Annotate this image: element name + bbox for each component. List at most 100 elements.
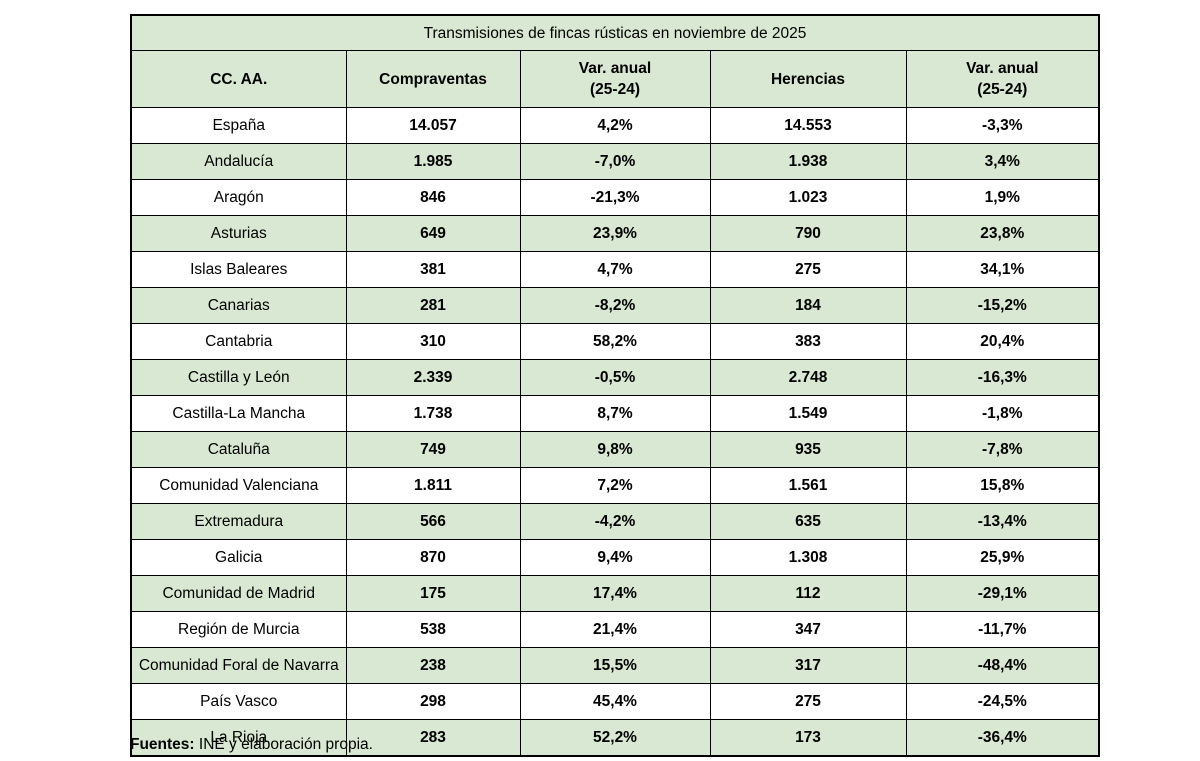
cell-var1: 45,4% [519, 683, 711, 720]
cell-var2: -15,2% [905, 287, 1100, 324]
cell-compraventas: 749 [345, 431, 521, 468]
cell-var1: 17,4% [519, 575, 711, 612]
cell-herencias: 275 [709, 251, 907, 288]
cell-compraventas: 566 [345, 503, 521, 540]
cell-region: Andalucía [130, 143, 347, 180]
cell-var1: 58,2% [519, 323, 711, 360]
cell-herencias: 1.938 [709, 143, 907, 180]
cell-var1: 9,4% [519, 539, 711, 576]
cell-var2: -16,3% [905, 359, 1100, 396]
cell-compraventas: 538 [345, 611, 521, 648]
table-row: País Vasco 298 45,4% 275 -24,5% [130, 683, 1100, 720]
cell-herencias: 112 [709, 575, 907, 612]
cell-var1: 4,2% [519, 107, 711, 144]
table-row: Asturias 649 23,9% 790 23,8% [130, 215, 1100, 252]
cell-var1: 4,7% [519, 251, 711, 288]
cell-var1: -21,3% [519, 179, 711, 216]
table-row: Cataluña 749 9,8% 935 -7,8% [130, 431, 1100, 468]
cell-region: España [130, 107, 347, 144]
table-row: Islas Baleares 381 4,7% 275 34,1% [130, 251, 1100, 288]
column-header-var-anual-2: Var. anual (25-24) [905, 50, 1100, 108]
cell-herencias: 1.308 [709, 539, 907, 576]
table-row: Comunidad de Madrid 175 17,4% 112 -29,1% [130, 575, 1100, 612]
cell-var2: -48,4% [905, 647, 1100, 684]
cell-var2: 34,1% [905, 251, 1100, 288]
cell-region: Cataluña [130, 431, 347, 468]
cell-herencias: 935 [709, 431, 907, 468]
cell-var1: 9,8% [519, 431, 711, 468]
cell-var1: 52,2% [519, 719, 711, 757]
cell-region: La Rioja [130, 719, 347, 757]
cell-herencias: 790 [709, 215, 907, 252]
cell-compraventas: 1.811 [345, 467, 521, 504]
cell-var1: -8,2% [519, 287, 711, 324]
cell-var1: 7,2% [519, 467, 711, 504]
column-header-compraventas: Compraventas [345, 50, 521, 108]
cell-var1: 21,4% [519, 611, 711, 648]
source-note: Fuentes: INE y elaboración propia. [130, 736, 373, 754]
cell-region: Castilla y León [130, 359, 347, 396]
cell-herencias: 173 [709, 719, 907, 757]
table-row: Aragón 846 -21,3% 1.023 1,9% [130, 179, 1100, 216]
cell-var2: -24,5% [905, 683, 1100, 720]
cell-herencias: 1.023 [709, 179, 907, 216]
cell-var2: -36,4% [905, 719, 1100, 757]
cell-region: Islas Baleares [130, 251, 347, 288]
cell-var2: -29,1% [905, 575, 1100, 612]
cell-var2: -3,3% [905, 107, 1100, 144]
cell-herencias: 635 [709, 503, 907, 540]
cell-herencias: 1.549 [709, 395, 907, 432]
table-row: Cantabria 310 58,2% 383 20,4% [130, 323, 1100, 360]
cell-compraventas: 381 [345, 251, 521, 288]
table-title-row: Transmisiones de fincas rústicas en novi… [130, 14, 1100, 51]
cell-var2: -13,4% [905, 503, 1100, 540]
cell-var2: -11,7% [905, 611, 1100, 648]
cell-herencias: 383 [709, 323, 907, 360]
cell-region: Aragón [130, 179, 347, 216]
table-row: Galicia 870 9,4% 1.308 25,9% [130, 539, 1100, 576]
rustic-transactions-table: Transmisiones de fincas rústicas en novi… [130, 14, 1101, 757]
cell-herencias: 275 [709, 683, 907, 720]
cell-var2: 23,8% [905, 215, 1100, 252]
cell-herencias: 14.553 [709, 107, 907, 144]
cell-herencias: 2.748 [709, 359, 907, 396]
cell-var1: 23,9% [519, 215, 711, 252]
table-header-row: CC. AA. Compraventas Var. anual (25-24) … [130, 50, 1100, 108]
cell-region: Región de Murcia [130, 611, 347, 648]
table-row: Castilla y León 2.339 -0,5% 2.748 -16,3% [130, 359, 1100, 396]
column-header-herencias: Herencias [709, 50, 907, 108]
cell-var1: -4,2% [519, 503, 711, 540]
cell-compraventas: 175 [345, 575, 521, 612]
column-header-var-anual-1: Var. anual (25-24) [519, 50, 711, 108]
cell-compraventas: 1.738 [345, 395, 521, 432]
cell-compraventas: 310 [345, 323, 521, 360]
cell-compraventas: 238 [345, 647, 521, 684]
table-title: Transmisiones de fincas rústicas en novi… [130, 14, 1100, 51]
rustic-transactions-table-wrap: Transmisiones de fincas rústicas en novi… [130, 14, 1101, 757]
cell-region: Comunidad Valenciana [130, 467, 347, 504]
cell-compraventas: 649 [345, 215, 521, 252]
cell-var2: -1,8% [905, 395, 1100, 432]
cell-herencias: 347 [709, 611, 907, 648]
cell-var2: 25,9% [905, 539, 1100, 576]
table-row: Extremadura 566 -4,2% 635 -13,4% [130, 503, 1100, 540]
cell-region: Extremadura [130, 503, 347, 540]
cell-var2: 20,4% [905, 323, 1100, 360]
table-row: Andalucía 1.985 -7,0% 1.938 3,4% [130, 143, 1100, 180]
cell-compraventas: 2.339 [345, 359, 521, 396]
cell-herencias: 1.561 [709, 467, 907, 504]
cell-region: Castilla-La Mancha [130, 395, 347, 432]
table-row: Región de Murcia 538 21,4% 347 -11,7% [130, 611, 1100, 648]
cell-var1: -0,5% [519, 359, 711, 396]
source-note-text: INE y elaboración propia. [194, 736, 373, 753]
table-row: Canarias 281 -8,2% 184 -15,2% [130, 287, 1100, 324]
cell-var2: 3,4% [905, 143, 1100, 180]
cell-herencias: 184 [709, 287, 907, 324]
table-row: España 14.057 4,2% 14.553 -3,3% [130, 107, 1100, 144]
table-body: España 14.057 4,2% 14.553 -3,3% Andalucía 1.98… [130, 107, 1100, 757]
cell-region: Canarias [130, 287, 347, 324]
cell-var2: 15,8% [905, 467, 1100, 504]
column-header-region: CC. AA. [130, 50, 347, 108]
cell-region: Cantabria [130, 323, 347, 360]
